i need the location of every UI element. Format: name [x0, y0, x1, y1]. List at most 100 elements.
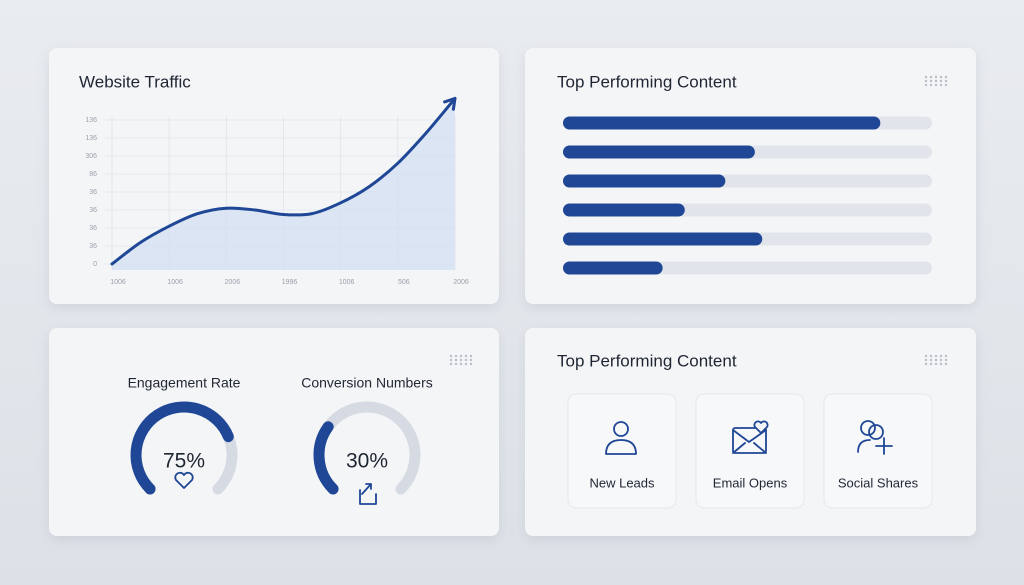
- person-icon: [613, 421, 629, 437]
- gauge-title: Engagement Rate: [128, 375, 241, 391]
- x-tick-label: 506: [398, 279, 410, 286]
- dot: [944, 358, 948, 362]
- y-tick-label: 36: [89, 207, 97, 214]
- gauge-title: Conversion Numbers: [301, 375, 433, 391]
- gauge-arc: [313, 421, 339, 495]
- people-icon: [860, 420, 876, 436]
- dot: [929, 79, 933, 83]
- dot: [929, 354, 933, 358]
- heart-icon: [753, 420, 769, 434]
- dot: [939, 354, 943, 358]
- mail-icon: [732, 427, 767, 454]
- dot: [924, 79, 928, 83]
- tile[interactable]: [695, 393, 805, 509]
- dot: [924, 362, 928, 366]
- y-tick-label: 136: [85, 117, 97, 124]
- dot: [459, 358, 463, 362]
- dot: [469, 354, 473, 358]
- menu-dots[interactable]: [449, 75, 948, 366]
- dot: [929, 83, 933, 87]
- tile[interactable]: [567, 393, 677, 509]
- dot: [924, 358, 928, 362]
- plot: 0 36 36 36 36 86 306 136 136 1006 1006 2006 1996 1006…: [85, 96, 932, 495]
- dot: [449, 354, 453, 358]
- y-tick-label: 136: [85, 135, 97, 142]
- card-title: Top Performing Content: [557, 72, 737, 91]
- dot: [929, 75, 933, 79]
- dot: [934, 362, 938, 366]
- dot: [449, 362, 453, 366]
- dot: [944, 362, 948, 366]
- arrow-head: [443, 96, 457, 111]
- dot: [464, 358, 468, 362]
- bar: [563, 203, 685, 217]
- dot: [924, 83, 928, 87]
- dot: [929, 358, 933, 362]
- y-tick-label: 0: [93, 261, 97, 268]
- plus-icon: [857, 437, 893, 455]
- dot: [454, 354, 458, 358]
- dot: [459, 362, 463, 366]
- share-icon: [359, 483, 377, 505]
- tile-label: Email Opens: [713, 475, 788, 490]
- dot: [469, 358, 473, 362]
- tile-label: New Leads: [589, 475, 655, 490]
- tiles: [567, 393, 933, 509]
- bar: [563, 116, 881, 130]
- tile[interactable]: [823, 393, 933, 509]
- x-tick-label: 1006: [110, 279, 126, 286]
- area: [112, 98, 455, 271]
- card-title: Top Performing Content: [557, 351, 737, 370]
- y-tick-label: 36: [89, 225, 97, 232]
- dot: [939, 362, 943, 366]
- dot: [944, 83, 948, 87]
- x-tick-label: 1006: [167, 279, 183, 286]
- x-tick-label: 2006: [225, 279, 241, 286]
- dot: [939, 358, 943, 362]
- dot: [934, 75, 938, 79]
- gauge-card: [49, 328, 499, 536]
- icons: [174, 420, 893, 505]
- bar: [563, 261, 663, 275]
- dot: [934, 83, 938, 87]
- person-icon: [605, 439, 637, 455]
- line: [110, 96, 457, 266]
- dot: [449, 358, 453, 362]
- tile-label: Social Shares: [838, 475, 919, 490]
- dot: [944, 79, 948, 83]
- y-tick-label: 36: [89, 189, 97, 196]
- dot: [939, 75, 943, 79]
- dot: [929, 362, 933, 366]
- y-tick-label: 36: [89, 243, 97, 250]
- dot: [469, 362, 473, 366]
- gauge-value: 75%: [163, 450, 205, 473]
- dot: [464, 354, 468, 358]
- dot: [939, 79, 943, 83]
- dot: [924, 75, 928, 79]
- bar: [563, 232, 763, 246]
- y-tick-label: 306: [85, 153, 97, 160]
- dot: [924, 354, 928, 358]
- card-title: Website Traffic: [79, 72, 191, 91]
- x-tick-label: 1996: [282, 279, 298, 286]
- x-tick-label: 2006: [453, 279, 469, 286]
- dot: [934, 354, 938, 358]
- dot: [939, 83, 943, 87]
- gauge-arc: [130, 401, 234, 495]
- y-tick-label: 86: [89, 171, 97, 178]
- mail-icon: [732, 429, 767, 454]
- gauge-value: 30%: [346, 450, 388, 473]
- bar: [563, 174, 726, 188]
- dot: [944, 75, 948, 79]
- x-tick-label: 1006: [339, 279, 355, 286]
- heart-icon: [174, 471, 194, 489]
- dot: [934, 358, 938, 362]
- dot: [464, 362, 468, 366]
- dot: [454, 362, 458, 366]
- bar: [563, 145, 755, 159]
- dot: [944, 354, 948, 358]
- dot: [459, 354, 463, 358]
- dot: [934, 79, 938, 83]
